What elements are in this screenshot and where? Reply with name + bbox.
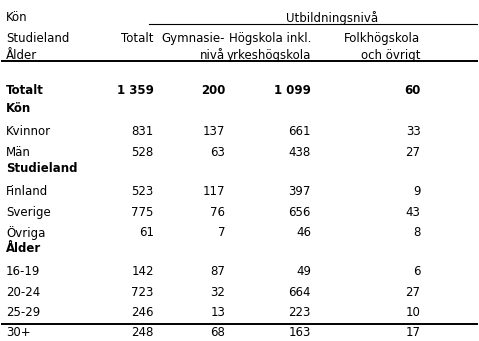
Text: Kön: Kön xyxy=(6,11,28,24)
Text: 27: 27 xyxy=(405,286,421,299)
Text: Totalt: Totalt xyxy=(121,32,154,45)
Text: Ålder: Ålder xyxy=(6,242,41,255)
Text: och övrigt: och övrigt xyxy=(361,49,421,62)
Text: 7: 7 xyxy=(218,226,225,239)
Text: 661: 661 xyxy=(288,125,311,138)
Text: 248: 248 xyxy=(131,326,154,339)
Text: 397: 397 xyxy=(288,185,311,198)
Text: 117: 117 xyxy=(203,185,225,198)
Text: 137: 137 xyxy=(203,125,225,138)
Text: 656: 656 xyxy=(288,206,311,219)
Text: Män: Män xyxy=(6,146,31,159)
Text: Studieland: Studieland xyxy=(6,162,78,175)
Text: 60: 60 xyxy=(404,84,421,97)
Text: 6: 6 xyxy=(413,265,421,278)
Text: Finland: Finland xyxy=(6,185,48,198)
Text: 63: 63 xyxy=(210,146,225,159)
Text: 10: 10 xyxy=(406,306,421,319)
Text: 163: 163 xyxy=(288,326,311,339)
Text: 46: 46 xyxy=(296,226,311,239)
Text: 200: 200 xyxy=(201,84,225,97)
Text: 438: 438 xyxy=(289,146,311,159)
Text: Ålder: Ålder xyxy=(6,49,37,62)
Text: Sverige: Sverige xyxy=(6,206,51,219)
Text: 775: 775 xyxy=(131,206,154,219)
Text: Gymnasie-: Gymnasie- xyxy=(162,32,225,45)
Text: 13: 13 xyxy=(210,306,225,319)
Text: 528: 528 xyxy=(132,146,154,159)
Text: 49: 49 xyxy=(296,265,311,278)
Text: 723: 723 xyxy=(131,286,154,299)
Text: Totalt: Totalt xyxy=(6,84,44,97)
Text: 142: 142 xyxy=(131,265,154,278)
Text: 246: 246 xyxy=(131,306,154,319)
Text: 30+: 30+ xyxy=(6,326,31,339)
Text: 8: 8 xyxy=(413,226,421,239)
Text: Studieland: Studieland xyxy=(6,32,69,45)
Text: 523: 523 xyxy=(132,185,154,198)
Text: Folkhögskola: Folkhögskola xyxy=(344,32,421,45)
Text: 61: 61 xyxy=(139,226,154,239)
Text: 16-19: 16-19 xyxy=(6,265,41,278)
Text: 1 359: 1 359 xyxy=(117,84,154,97)
Text: 33: 33 xyxy=(406,125,421,138)
Text: 25-29: 25-29 xyxy=(6,306,40,319)
Text: 1 099: 1 099 xyxy=(274,84,311,97)
Text: Utbildningsnivå: Utbildningsnivå xyxy=(286,11,378,25)
Text: Högskola inkl.: Högskola inkl. xyxy=(228,32,311,45)
Text: Kvinnor: Kvinnor xyxy=(6,125,51,138)
Text: 76: 76 xyxy=(210,206,225,219)
Text: 32: 32 xyxy=(210,286,225,299)
Text: 9: 9 xyxy=(413,185,421,198)
Text: 68: 68 xyxy=(210,326,225,339)
Text: 17: 17 xyxy=(405,326,421,339)
Text: 20-24: 20-24 xyxy=(6,286,40,299)
Text: Övriga: Övriga xyxy=(6,226,46,240)
Text: 831: 831 xyxy=(132,125,154,138)
Text: 664: 664 xyxy=(288,286,311,299)
Text: 223: 223 xyxy=(288,306,311,319)
Text: Kön: Kön xyxy=(6,102,32,115)
Text: 43: 43 xyxy=(406,206,421,219)
Text: 27: 27 xyxy=(405,146,421,159)
Text: 87: 87 xyxy=(210,265,225,278)
Text: yrkeshögskola: yrkeshögskola xyxy=(227,49,311,62)
Text: nivå: nivå xyxy=(200,49,225,62)
